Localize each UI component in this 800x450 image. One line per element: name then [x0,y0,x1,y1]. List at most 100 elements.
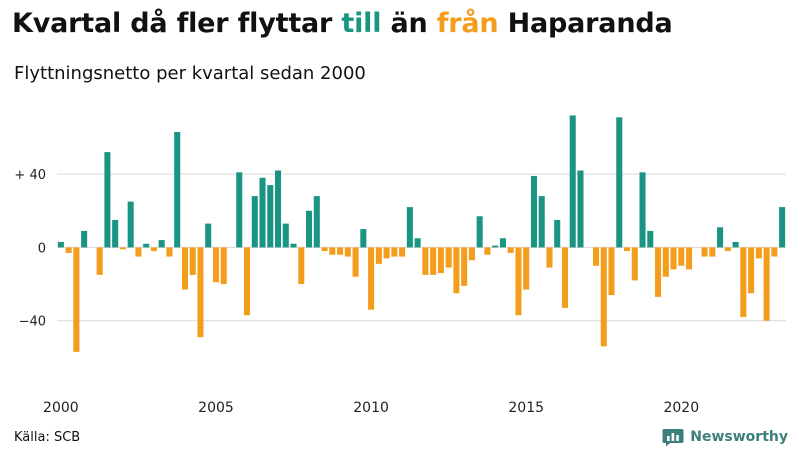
title-out-word: från [436,8,499,39]
bar [321,247,328,252]
source-note: Källa: SCB [14,430,81,445]
bar [337,247,344,255]
y-tick-label: + 40 [14,168,46,183]
bar [205,223,212,248]
bar [569,115,576,248]
bar [251,196,258,248]
bar [352,247,359,277]
bar [740,247,747,318]
bar [267,185,274,248]
bar [709,247,716,257]
bar [112,219,119,248]
bar [476,216,483,248]
bar [771,247,778,257]
bar [616,117,623,248]
bar [166,247,173,257]
bar [65,247,72,253]
x-tick-label: 2020 [663,400,699,416]
bar [127,201,134,248]
bar [406,207,413,248]
bar [755,247,762,259]
title-in-word: till [341,8,382,39]
bar [104,152,111,248]
bar [275,170,282,248]
bar [181,247,188,290]
bar [515,247,522,316]
bar [453,247,460,294]
bar [135,247,142,257]
bar [639,172,646,248]
bar [197,247,204,338]
bar [561,247,568,308]
bar [437,247,444,274]
bar [422,247,429,275]
bar [554,219,561,248]
bar [763,247,770,321]
bar [445,247,452,268]
bar [329,247,336,255]
bar [577,170,584,248]
bar [647,230,654,248]
x-tick-label: 2005 [198,400,234,416]
x-tick-label: 2015 [508,400,544,416]
bar [748,247,755,294]
bar [189,247,196,275]
bar [623,247,631,252]
bar [523,247,530,290]
bar [499,238,506,248]
bar [282,223,289,248]
bar [701,247,708,257]
bar [243,247,251,316]
bar [150,247,157,252]
bar [507,247,514,253]
bar [670,247,677,270]
bar [119,247,126,250]
y-tick-label: 0 [38,241,46,256]
brand-logo: Newsworthy [662,425,788,449]
bar [158,240,165,248]
bar [383,247,390,259]
chart-title: Kvartal då fler flyttar till än från Hap… [12,4,673,44]
x-tick-label: 2010 [353,400,389,416]
bar [259,177,266,248]
bar [655,247,662,297]
bar [143,243,150,248]
chart-subtitle: Flyttningsnetto per kvartal sedan 2000 [14,63,366,84]
bar [492,245,499,248]
bar [686,247,693,270]
brand-name: Newsworthy [690,429,788,445]
bar [306,210,313,248]
bar [717,227,724,248]
bar [236,172,243,248]
bar [461,247,468,286]
bar [96,247,103,275]
bar [546,247,553,268]
y-tick-label: −40 [19,315,46,330]
bar [414,238,421,248]
title-middle: än [381,8,437,39]
bar [375,247,382,264]
bar [81,230,88,248]
bar [662,247,669,277]
bar [212,247,220,283]
bar [174,131,181,248]
bar [313,196,320,248]
bar [290,243,297,248]
bar [220,247,227,285]
bar [608,247,615,296]
bar [57,241,64,248]
bar [430,247,437,275]
bar [678,247,685,266]
bar [484,247,491,255]
bar [732,241,739,248]
title-prefix: Kvartal då fler flyttar [12,8,342,39]
bar [368,247,375,310]
bar [298,247,305,285]
bar [592,247,600,266]
bar [399,247,406,257]
bar [468,247,475,261]
bar [724,247,731,252]
bar [600,247,607,347]
bar [631,247,638,281]
